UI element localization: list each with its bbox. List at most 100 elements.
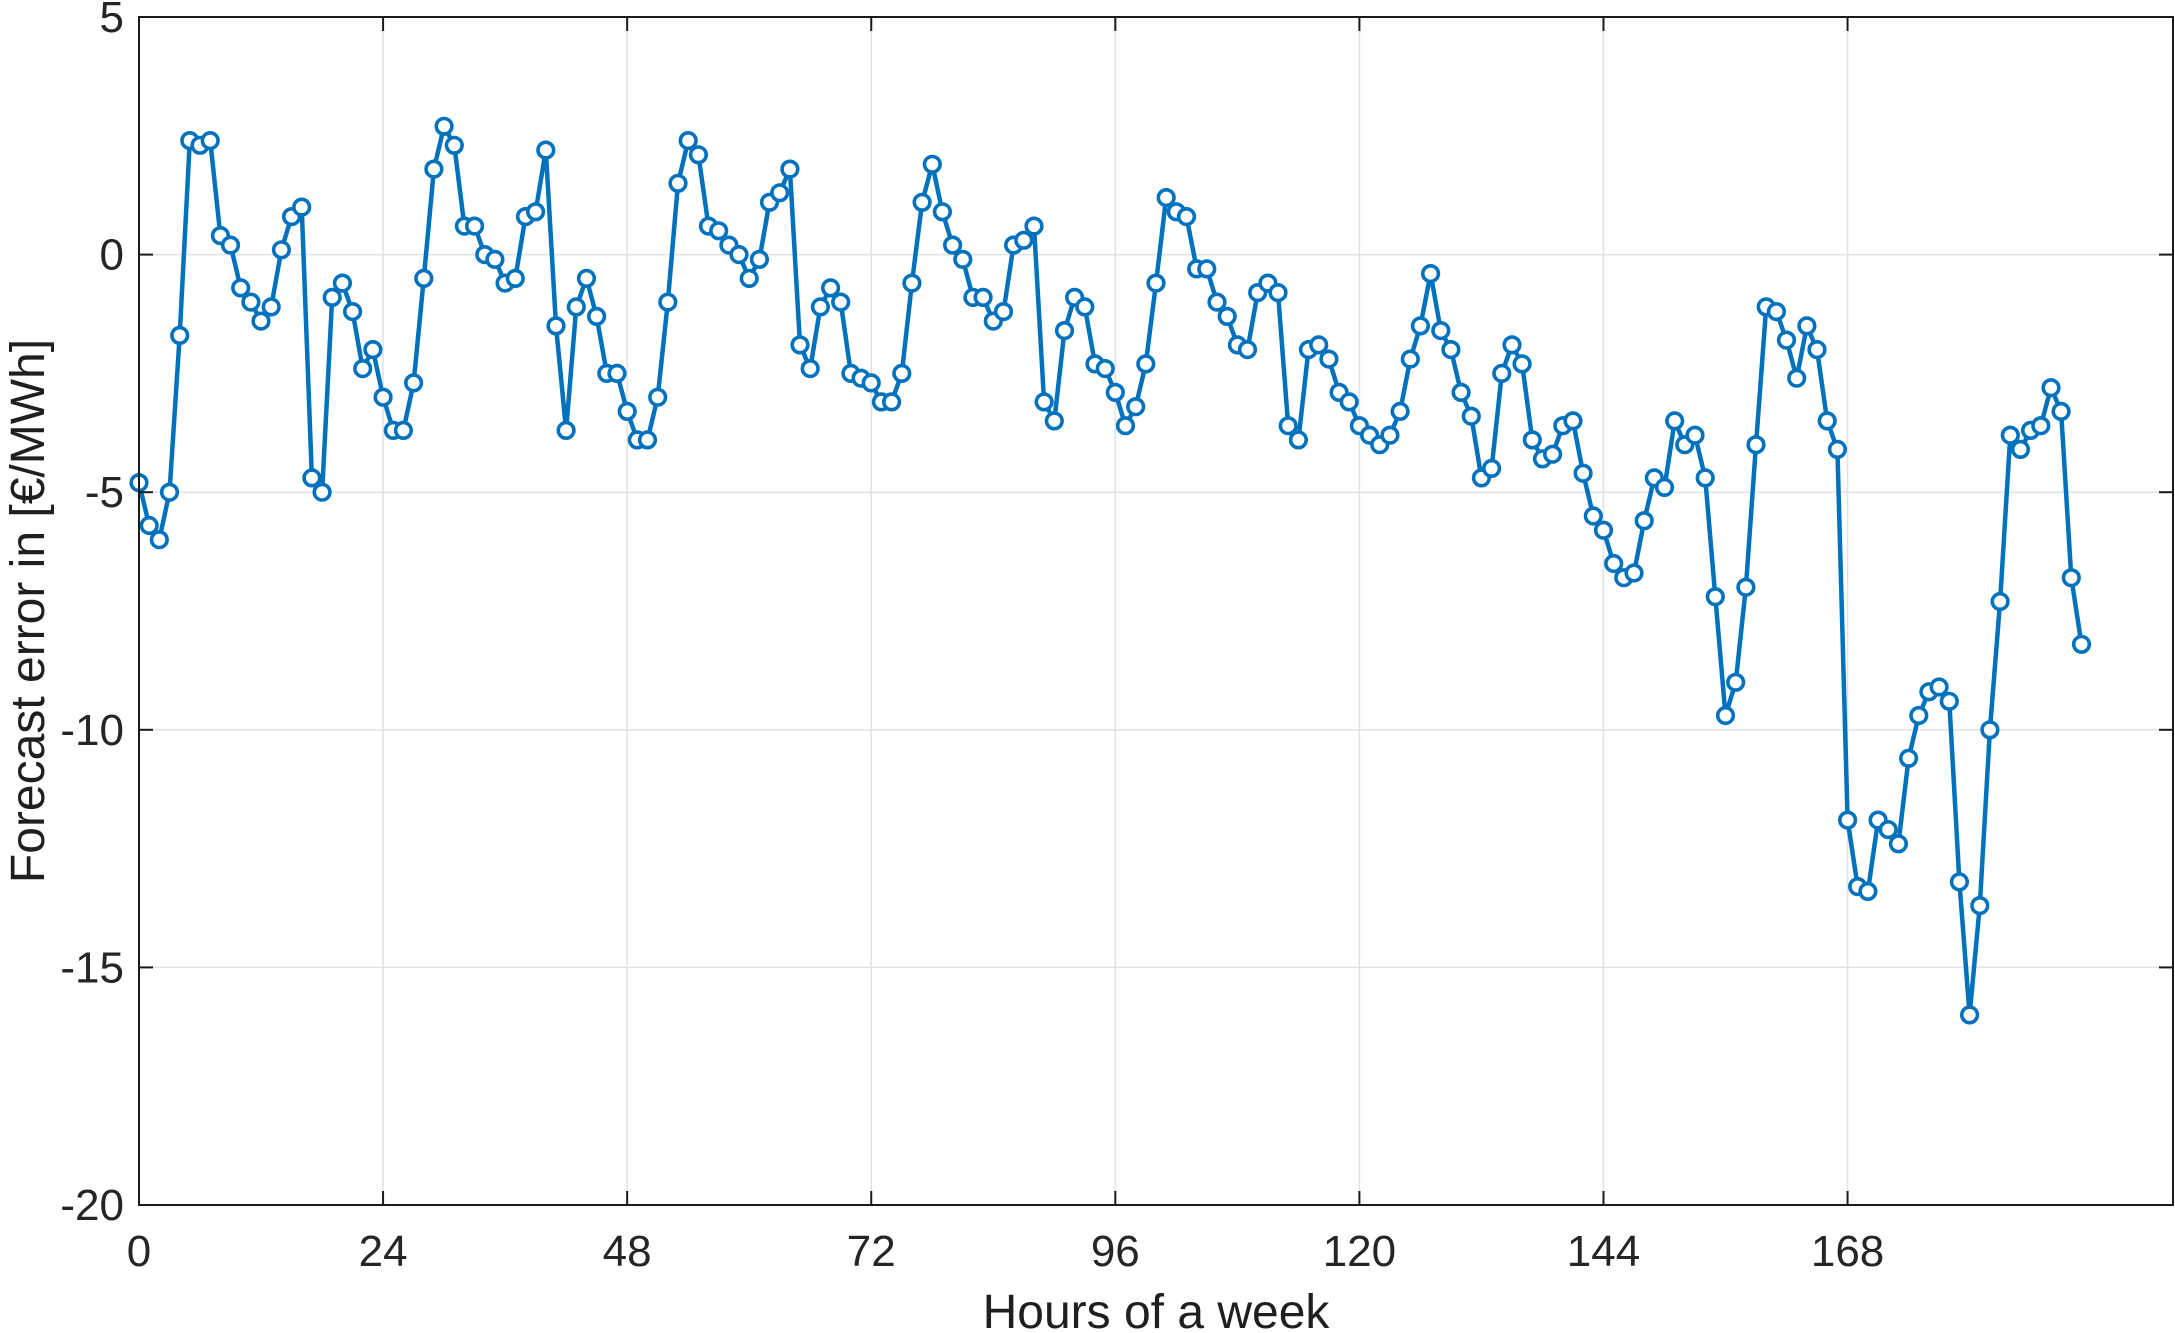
data-point-marker	[220, 235, 241, 255]
data-point-marker	[576, 268, 597, 289]
data-point-marker	[1705, 587, 1725, 607]
tick-labels: 0 24 48 72 96 120 144 168 5 0 -5 -10 -15 -20	[60, 0, 1884, 1276]
data-point-marker	[993, 302, 1014, 322]
data-point-marker	[1939, 691, 1959, 711]
data-point-marker	[1726, 672, 1746, 692]
data-point-marker	[881, 392, 902, 412]
data-point-marker	[546, 316, 566, 336]
data-point-marker	[1156, 188, 1176, 208]
data-point-marker	[1410, 316, 1430, 336]
data-point-marker	[1593, 520, 1614, 540]
plot-box	[138, 16, 2174, 1206]
data-point-marker	[586, 306, 607, 327]
data-point-marker	[953, 249, 973, 269]
data-point-marker	[607, 363, 627, 384]
data-point-marker	[1654, 477, 1675, 498]
data-point-marker	[1146, 273, 1166, 293]
data-point-marker	[1837, 810, 1858, 830]
data-point-marker	[1451, 382, 1471, 403]
data-point-marker	[932, 202, 953, 222]
data-point-marker	[1909, 705, 1929, 726]
data-point-marker	[668, 173, 688, 193]
data-point-marker	[1583, 506, 1603, 526]
data-point-marker	[922, 154, 942, 174]
data-point-marker	[729, 245, 749, 265]
y-axis-label: Forecast error in [€/MWh]	[2, 339, 55, 883]
x-tick-label: 72	[847, 1227, 896, 1276]
data-point-marker	[688, 145, 709, 165]
data-point-marker	[658, 292, 678, 312]
data-point-marker	[1502, 335, 1522, 355]
data-point-marker	[739, 268, 759, 289]
data-point-marker	[525, 202, 546, 222]
data-point-marker	[912, 192, 932, 212]
data-point-marker	[2000, 425, 2020, 445]
data-point-marker	[1481, 458, 1502, 479]
data-point-marker	[363, 340, 383, 360]
series-line	[136, 124, 2084, 1018]
data-point-marker	[2010, 439, 2031, 460]
data-point-marker	[1858, 881, 1878, 902]
data-point-marker	[973, 287, 993, 308]
data-point-marker	[1898, 748, 1919, 768]
y-tick-label: -5	[85, 468, 124, 517]
data-point-marker	[1827, 439, 1847, 460]
data-point-marker	[1715, 705, 1736, 726]
data-point-marker	[1095, 359, 1115, 379]
tick-marks	[138, 16, 2173, 1206]
data-point-marker	[790, 335, 810, 355]
data-point-marker	[1878, 819, 1898, 840]
data-point-marker	[2061, 568, 2081, 588]
data-point-marker	[1807, 340, 1827, 360]
data-point-marker	[485, 249, 505, 269]
data-point-marker	[1319, 349, 1339, 369]
axes-box	[138, 16, 2174, 1206]
data-point-marker	[1797, 316, 1817, 336]
data-point-marker	[1634, 511, 1654, 531]
data-point-marker	[1237, 340, 1258, 360]
data-point-marker	[566, 297, 586, 317]
data-point-marker	[424, 159, 444, 179]
data-point-marker	[1380, 425, 1400, 445]
data-point-marker	[444, 135, 464, 155]
data-point-marker	[1980, 720, 2000, 740]
data-point-marker	[1014, 230, 1034, 250]
data-point-marker	[434, 116, 454, 136]
data-point-marker	[1024, 216, 1044, 236]
data-point-marker	[292, 197, 312, 217]
data-point-marker	[1278, 416, 1298, 436]
data-point-marker	[353, 359, 373, 379]
data-point-marker	[1288, 430, 1308, 450]
data-point-marker	[1420, 264, 1441, 284]
data-point-marker	[902, 273, 922, 293]
data-point-marker	[2071, 634, 2092, 654]
data-point-marker	[1736, 577, 1756, 597]
data-point-marker	[942, 235, 963, 255]
data-point-marker	[1573, 463, 1593, 483]
data-point-marker	[1207, 292, 1227, 312]
data-series	[129, 116, 2092, 1025]
y-tick-label: 0	[100, 231, 124, 280]
data-point-marker	[261, 297, 281, 317]
data-point-marker	[1665, 411, 1685, 431]
data-point-marker	[1054, 321, 1075, 341]
data-point-marker	[800, 359, 820, 379]
data-point-marker	[1787, 368, 1807, 388]
x-tick-label: 168	[1811, 1227, 1884, 1276]
x-tick-label: 120	[1323, 1227, 1396, 1276]
y-tick-label: 5	[100, 0, 124, 42]
data-point-marker	[414, 268, 434, 289]
data-point-marker	[200, 131, 220, 151]
data-point-marker	[2031, 416, 2051, 436]
data-point-marker	[536, 140, 556, 160]
data-point-marker	[271, 240, 292, 260]
y-tick-label: -20	[60, 1181, 124, 1230]
data-point-marker	[820, 278, 841, 298]
y-tick-label: -10	[60, 706, 124, 755]
data-point-marker	[1034, 392, 1054, 412]
data-point-marker	[1126, 397, 1146, 417]
data-point-marker	[505, 268, 525, 289]
data-point-marker	[861, 373, 881, 393]
data-point-marker	[1522, 430, 1542, 450]
